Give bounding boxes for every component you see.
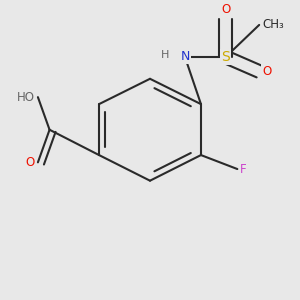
- Text: O: O: [262, 65, 271, 78]
- Text: CH₃: CH₃: [262, 18, 284, 32]
- Text: N: N: [180, 50, 190, 64]
- Text: H: H: [160, 50, 169, 61]
- Text: O: O: [26, 156, 35, 169]
- Text: F: F: [240, 163, 247, 176]
- Text: O: O: [221, 3, 230, 16]
- Text: S: S: [221, 50, 230, 64]
- Text: HO: HO: [17, 91, 35, 103]
